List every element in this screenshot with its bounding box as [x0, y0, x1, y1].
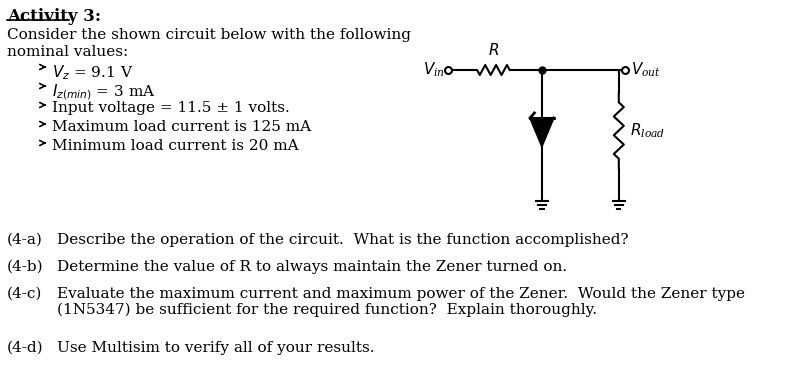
Text: (4-a): (4-a)	[6, 233, 43, 247]
Text: Use Multisim to verify all of your results.: Use Multisim to verify all of your resul…	[57, 341, 374, 355]
Text: $R_{\mathregular{load}}$: $R_{\mathregular{load}}$	[630, 121, 665, 140]
Text: $V_z$ = 9.1 V: $V_z$ = 9.1 V	[52, 63, 133, 82]
Text: Evaluate the maximum current and maximum power of the Zener.  Would the Zener ty: Evaluate the maximum current and maximum…	[57, 287, 745, 301]
Text: $I_{z(min)}$ = 3 mA: $I_{z(min)}$ = 3 mA	[52, 82, 155, 102]
Text: (4-c): (4-c)	[6, 287, 42, 301]
Text: Activity 3:: Activity 3:	[6, 8, 101, 25]
Text: Determine the value of R to always maintain the Zener turned on.: Determine the value of R to always maint…	[57, 260, 567, 274]
Text: (4-b): (4-b)	[6, 260, 43, 274]
Text: nominal values:: nominal values:	[6, 45, 128, 59]
Text: Input voltage = 11.5 ± 1 volts.: Input voltage = 11.5 ± 1 volts.	[52, 101, 290, 115]
Text: $V_{\mathregular{out}}$: $V_{\mathregular{out}}$	[630, 61, 660, 80]
Text: Consider the shown circuit below with the following: Consider the shown circuit below with th…	[6, 28, 411, 42]
Text: $R$: $R$	[488, 42, 499, 58]
Text: Minimum load current is 20 mA: Minimum load current is 20 mA	[52, 139, 298, 153]
Text: Describe the operation of the circuit.  What is the function accomplished?: Describe the operation of the circuit. W…	[57, 233, 629, 247]
Text: $V_{\mathregular{in}}$: $V_{\mathregular{in}}$	[423, 61, 445, 80]
Polygon shape	[530, 118, 554, 146]
Text: Maximum load current is 125 mA: Maximum load current is 125 mA	[52, 120, 311, 134]
Text: (4-d): (4-d)	[6, 341, 43, 355]
Text: (1N5347) be sufficient for the required function?  Explain thoroughly.: (1N5347) be sufficient for the required …	[57, 303, 596, 317]
